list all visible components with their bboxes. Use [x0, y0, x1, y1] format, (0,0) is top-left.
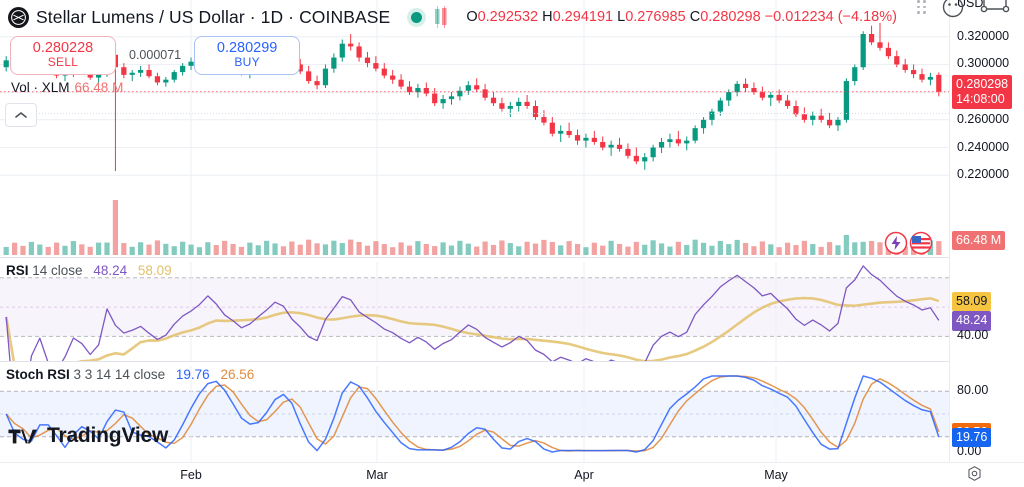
chart-style-icon[interactable] — [940, 0, 966, 20]
tradingview-logo-icon — [8, 429, 37, 443]
price-axis[interactable]: USD 0.3200000.3000000.2800000.2600000.24… — [949, 0, 1024, 462]
rsi-axis-tick: 40.00 — [957, 328, 989, 343]
price-axis-tick: 0.220000 — [957, 167, 1010, 182]
rsi-value-ma: 58.09 — [137, 263, 172, 278]
stoch-axis-tick: 80.00 — [957, 383, 989, 398]
stoch-value-badge[interactable]: 19.76 — [952, 427, 992, 448]
spread-value: 0.000071 — [129, 48, 182, 63]
hex-settings-icon — [968, 466, 981, 481]
rsi-pane[interactable] — [0, 262, 949, 362]
last-price-value: 0.280298 — [956, 76, 1009, 91]
stoch-value-d: 26.56 — [220, 367, 255, 382]
price-axis-tick: 0.300000 — [957, 56, 1010, 71]
watermark-text: TradingView — [47, 424, 169, 447]
stoch-name: Stoch RSI — [6, 367, 70, 382]
trade-buttons: 0.280228 SELL 0.000071 0.280299 BUY — [10, 36, 897, 75]
measure-icon[interactable] — [980, 0, 1010, 19]
volume-badge[interactable]: 66.48 M — [952, 231, 1006, 251]
rsi-chart-canvas[interactable] — [0, 262, 949, 362]
corner-toolbar[interactable] — [917, 0, 1010, 20]
time-axis-tick: Apr — [574, 468, 594, 482]
sell-label: SELL — [47, 55, 79, 70]
time-axis[interactable]: Feb Mar Apr May — [0, 462, 1024, 487]
stoch-args: 3 3 14 14 close — [73, 367, 166, 382]
axis-currency-label: USD — [957, 0, 984, 10]
time-axis-tick: Feb — [180, 468, 202, 482]
buy-label: BUY — [234, 55, 260, 70]
buy-button[interactable]: 0.280299 BUY — [194, 36, 301, 75]
rsi-value-main: 48.24 — [93, 263, 128, 278]
price-axis-tick: 0.240000 — [957, 139, 1010, 154]
rsi-value-badge[interactable]: 58.09 — [952, 292, 992, 312]
price-axis-tick: 0.260000 — [957, 111, 1010, 126]
flash-badge-icon[interactable] — [884, 231, 908, 255]
price-chart-canvas[interactable] — [0, 0, 949, 258]
tradingview-watermark: TradingView — [8, 424, 168, 448]
time-axis-tick: Mar — [366, 468, 388, 482]
rsi-value-badge[interactable]: 48.24 — [952, 311, 992, 331]
collapse-pane-button[interactable] — [5, 103, 37, 127]
stoch-axis-tick: 0.00 — [957, 444, 982, 458]
stoch-value-k: 19.76 — [175, 367, 210, 382]
volume-badges[interactable] — [884, 231, 933, 255]
flag-badge-icon[interactable] — [909, 231, 933, 255]
time-axis-tick: May — [764, 468, 788, 482]
last-price-badge[interactable]: 0.280298 14:08:00 — [952, 74, 1013, 110]
chevron-up-icon — [15, 112, 27, 118]
price-axis-tick: 0.320000 — [957, 28, 1010, 43]
chart-settings-button[interactable] — [966, 465, 983, 487]
price-pane[interactable] — [0, 0, 949, 258]
rsi-name: RSI — [6, 263, 29, 278]
sell-price: 0.280228 — [32, 40, 94, 56]
last-price-time: 14:08:00 — [956, 91, 1005, 106]
dots-menu-icon[interactable] — [917, 0, 926, 14]
rsi-args: 14 close — [32, 263, 83, 278]
stoch-rsi-pane[interactable] — [0, 366, 949, 462]
stoch-rsi-legend[interactable]: Stoch RSI 3 3 14 14 close 19.76 26.56 — [6, 367, 254, 382]
sell-button[interactable]: 0.280228 SELL — [10, 36, 116, 75]
stoch-rsi-chart-canvas[interactable] — [0, 366, 949, 462]
buy-price: 0.280299 — [216, 40, 278, 56]
rsi-legend[interactable]: RSI 14 close 48.24 58.09 — [6, 263, 172, 278]
